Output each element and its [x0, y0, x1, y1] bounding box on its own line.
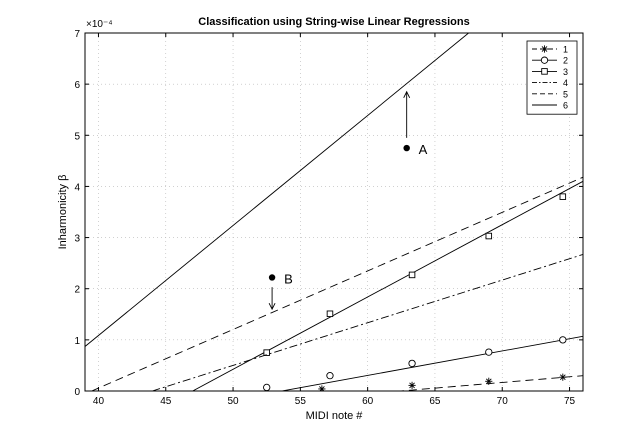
legend-marker-3 — [541, 68, 548, 75]
legend-label-5: 5 — [563, 89, 568, 99]
chart-title: Classification using String-wise Linear … — [198, 16, 469, 28]
y-tick-label: 7 — [74, 29, 80, 40]
star-stroke — [559, 374, 566, 381]
annotation-label-A: A — [419, 142, 428, 157]
annotation-point-B — [268, 274, 276, 281]
x-tick-label: 60 — [362, 396, 374, 407]
y-tick-label: 6 — [74, 80, 80, 91]
x-axis-label: MIDI note # — [306, 410, 364, 422]
star-stroke — [485, 378, 492, 385]
y-exponent-label: ×10⁻⁴ — [86, 19, 113, 30]
plot-frame — [84, 32, 584, 392]
x-tick-label: 40 — [93, 396, 105, 407]
y-axis-label: Inharmonicity β — [57, 175, 69, 250]
series-line-5 — [91, 176, 583, 391]
star-stroke — [541, 46, 548, 52]
annotation-arrowhead-B — [268, 302, 276, 311]
y-tick-label: 3 — [74, 234, 80, 245]
series-3-point — [485, 232, 493, 240]
series-1-point — [559, 373, 567, 381]
legend-label-4: 4 — [563, 78, 568, 88]
annotation-label-B: B — [284, 271, 293, 286]
series-line-6 — [85, 33, 469, 347]
series-layer — [85, 33, 583, 391]
legend-label-6: 6 — [563, 101, 568, 111]
series-3-point — [559, 193, 567, 200]
annotation-point-A — [403, 144, 410, 152]
series-line-3 — [192, 180, 583, 391]
plot-background — [85, 33, 583, 391]
series-3-point — [408, 271, 416, 279]
y-tick-label: 1 — [74, 336, 80, 347]
series-line-4 — [152, 254, 583, 391]
x-tick-label: 50 — [227, 396, 239, 407]
series-line-1 — [395, 375, 583, 391]
x-tick-label: 55 — [295, 396, 307, 407]
series-2-point — [559, 336, 567, 344]
star-stroke — [409, 382, 415, 389]
annotation-layer: AB — [268, 90, 428, 311]
series-2-point — [485, 348, 493, 356]
series-3-point — [326, 310, 334, 318]
series-1-point — [408, 381, 416, 389]
x-tick-label: 45 — [160, 396, 172, 407]
y-tick-label: 4 — [74, 182, 80, 193]
legend-label-3: 3 — [563, 67, 568, 77]
legend-label-2: 2 — [563, 56, 568, 66]
x-tick-label: 65 — [429, 396, 441, 407]
x-tick-label: 75 — [564, 396, 576, 407]
series-2-point — [408, 359, 416, 368]
annotation-arrowhead-A — [403, 90, 411, 99]
series-line-2 — [279, 335, 583, 391]
series-2-point — [326, 372, 334, 380]
legend-box — [526, 40, 578, 115]
series-clip-group — [85, 33, 583, 391]
legend-marker-2 — [540, 56, 549, 64]
series-2-point — [263, 383, 271, 391]
y-tick-label: 2 — [74, 285, 80, 296]
x-tick-label: 70 — [497, 396, 509, 407]
series-3-point — [263, 349, 270, 356]
legend-label-1: 1 — [563, 45, 568, 55]
y-tick-label: 5 — [74, 131, 80, 142]
series-1-point — [485, 377, 493, 385]
y-tick-label: 0 — [74, 387, 80, 398]
legend-marker-1 — [540, 45, 549, 53]
